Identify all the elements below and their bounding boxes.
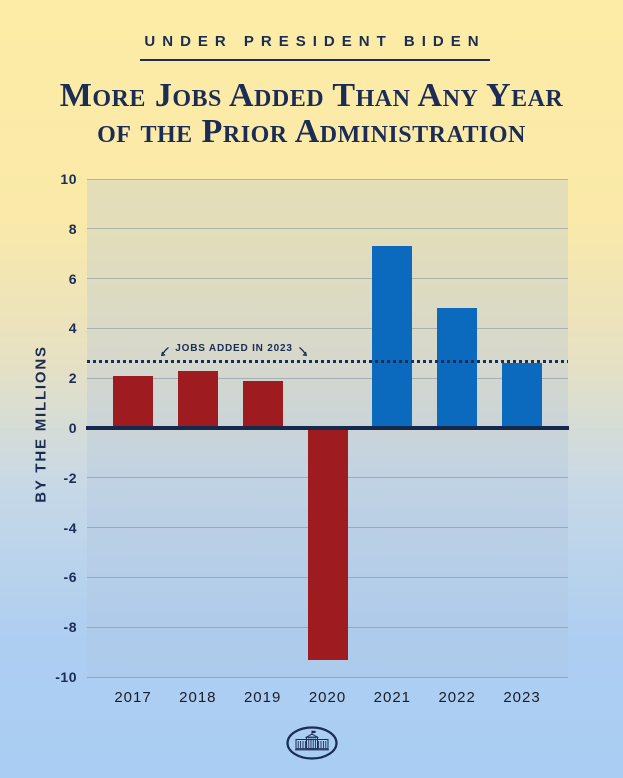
gridline-6: [87, 278, 568, 280]
gridline-8: [87, 228, 568, 230]
gridline--10: [87, 676, 568, 678]
reference-line-label: JOBS ADDED IN 2023: [148, 343, 320, 357]
x-tick-label-2021: 2021: [373, 689, 412, 706]
y-tick-label--4: -4: [63, 519, 77, 536]
y-tick-label-8: 8: [68, 220, 77, 237]
reference-dotted-line: [87, 359, 568, 363]
title-line-2: of the Prior Administration: [97, 113, 526, 150]
bar-2017: [113, 375, 153, 426]
y-tick-label-2: 2: [68, 370, 77, 387]
eyebrow-text: UNDER PRESIDENT BIDEN: [140, 33, 490, 61]
curved-arrow-right-icon: [298, 346, 307, 357]
x-tick-label-2020: 2020: [308, 689, 347, 706]
curved-arrow-left-icon: [161, 346, 170, 357]
y-tick-label-10: 10: [60, 171, 77, 187]
x-tick-label-2019: 2019: [243, 689, 282, 706]
gridline-10: [87, 178, 568, 180]
page-title: More Jobs Added Than Any Year of the Pri…: [0, 78, 623, 150]
x-tick-label-2023: 2023: [503, 689, 541, 706]
y-tick-label--10: -10: [55, 669, 77, 685]
x-tick-label-2022: 2022: [438, 689, 476, 706]
white-house-logo-icon: [286, 726, 338, 760]
header: UNDER PRESIDENT BIDEN: [0, 33, 623, 61]
x-tick-label-2018: 2018: [179, 689, 217, 706]
gridline-4: [87, 327, 568, 329]
x-tick-label-2017: 2017: [114, 689, 152, 706]
bar-2020: [307, 430, 348, 660]
title-line-1: More Jobs Added Than Any Year: [59, 77, 564, 114]
y-tick-label--8: -8: [63, 619, 77, 636]
bar-2021: [372, 246, 413, 426]
reference-line-text: JOBS ADDED IN 2023: [175, 343, 293, 354]
gridline-2: [87, 377, 568, 379]
y-tick-label--6: -6: [63, 569, 77, 586]
bar-2018: [177, 370, 218, 426]
y-tick-label--2: -2: [63, 469, 77, 486]
zero-axis-line: [86, 426, 569, 430]
bar-2023: [502, 363, 542, 426]
y-tick-label-0: 0: [68, 420, 77, 436]
y-tick-label-6: 6: [68, 270, 77, 287]
bar-2022: [437, 308, 478, 426]
bar-2019: [242, 380, 283, 426]
y-tick-label-4: 4: [68, 320, 77, 337]
